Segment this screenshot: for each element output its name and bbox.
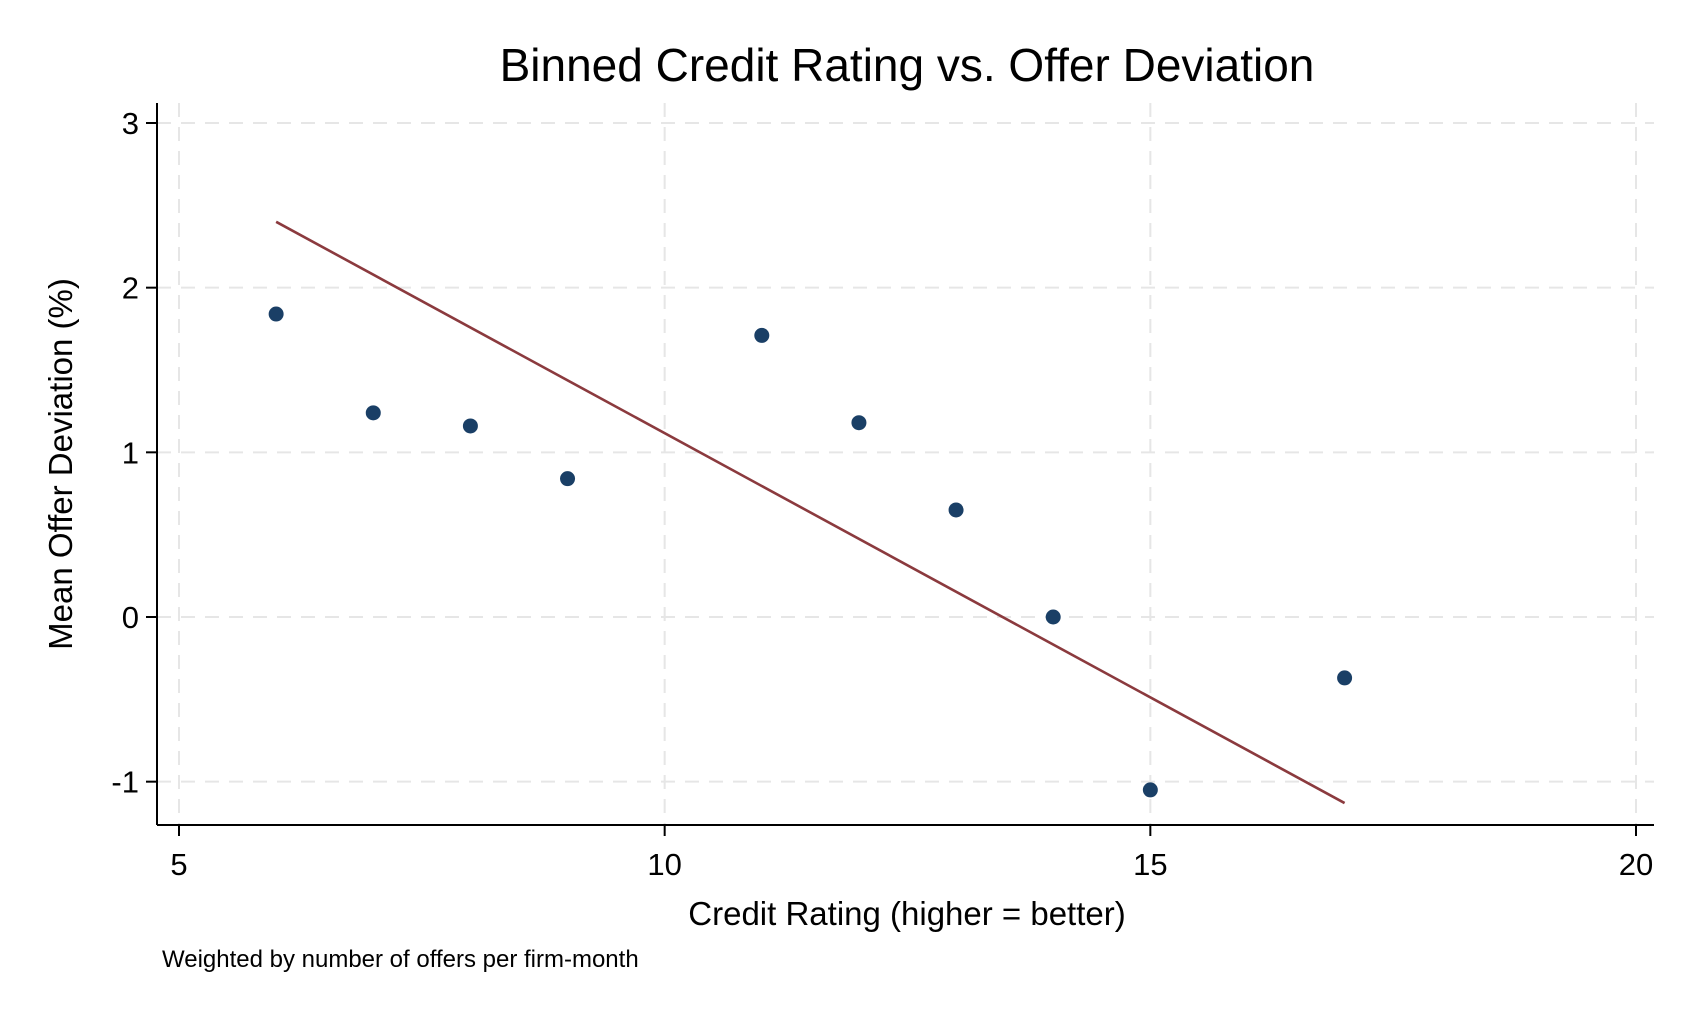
fit-line — [275, 220, 1346, 805]
x-tick-label: 10 — [647, 847, 681, 882]
y-tick-label: 3 — [122, 106, 139, 141]
data-point — [851, 415, 867, 431]
data-point — [948, 502, 964, 518]
axis-ticks: 5 10 15 20 -1 0 1 2 3 — [111, 106, 1653, 882]
grid-lines — [157, 103, 1654, 825]
data-point — [462, 418, 478, 434]
x-axis-label: Credit Rating (higher = better) — [688, 895, 1125, 932]
data-point — [365, 405, 381, 421]
fit-line-layer — [275, 220, 1346, 805]
y-tick-label: 2 — [122, 271, 139, 306]
data-point — [1337, 670, 1353, 686]
y-tick-label: 0 — [122, 600, 139, 635]
data-point — [754, 327, 770, 343]
y-tick-label: 1 — [122, 435, 139, 470]
y-tick-label: -1 — [111, 765, 139, 800]
y-axis-label: Mean Offer Deviation (%) — [42, 278, 79, 650]
x-tick-label: 15 — [1133, 847, 1167, 882]
data-point — [1142, 782, 1158, 798]
x-tick-label: 20 — [1619, 847, 1653, 882]
chart-title: Binned Credit Rating vs. Offer Deviation — [500, 39, 1315, 91]
chart-note: Weighted by number of offers per firm-mo… — [162, 946, 639, 973]
data-point — [1045, 609, 1061, 625]
data-point — [268, 306, 284, 322]
data-point — [560, 471, 576, 487]
x-tick-label: 5 — [170, 847, 187, 882]
data-points — [268, 306, 1353, 798]
